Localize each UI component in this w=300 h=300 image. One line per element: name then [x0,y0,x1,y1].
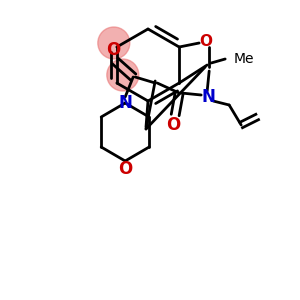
Text: O: O [118,160,132,178]
Text: O: O [166,116,180,134]
Text: O: O [200,34,213,50]
Text: O: O [106,41,120,59]
Circle shape [107,59,139,91]
Text: N: N [118,94,132,112]
Text: Me: Me [233,52,254,66]
Circle shape [98,27,130,59]
Text: N: N [201,88,215,106]
